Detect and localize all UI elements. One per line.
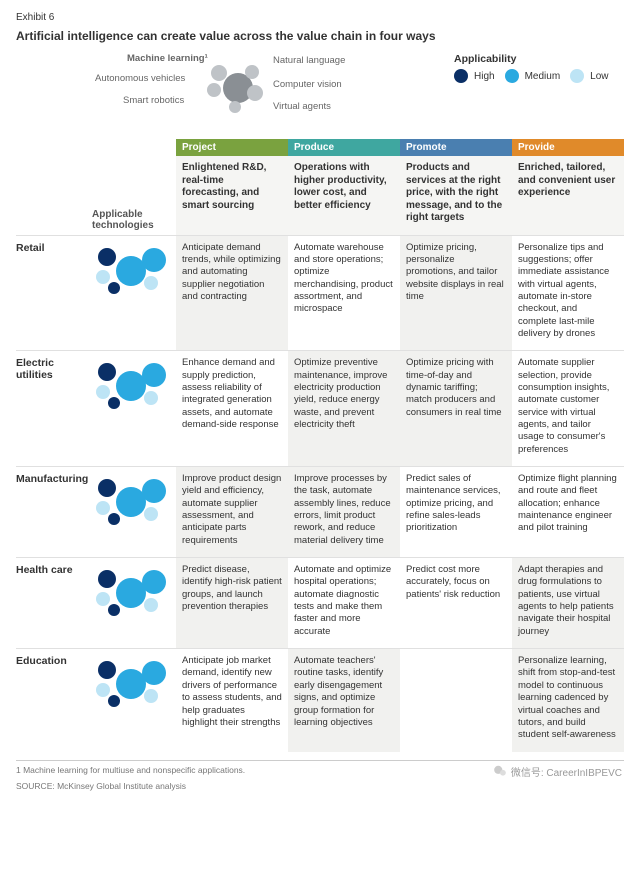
cell-provide: Optimize flight planning and route and f… [512,467,624,558]
applicability-legend: Applicability High Medium Low [454,53,624,83]
tech-av: Autonomous vehicles [95,73,185,84]
tech-cell [92,467,176,558]
cell-provide: Automate supplier selection, provide con… [512,351,624,467]
cell-produce: Improve processes by the task, automate … [288,467,400,558]
tech-cluster-icon [94,357,168,415]
tab-produce: Produce [288,139,400,156]
tech-sr: Smart robotics [123,95,184,106]
tech-cell [92,235,176,351]
tab-project: Project [176,139,288,156]
tech-cv: Computer vision [273,79,342,90]
cell-project: Predict disease, identify high-risk pati… [176,558,288,649]
tech-legend: Machine learning¹ Natural language Auton… [16,53,454,131]
sub-produce: Operations with higher productivity, low… [288,156,400,235]
cell-provide: Personalize learning, shift from stop-an… [512,649,624,752]
tech-cell [92,351,176,467]
ml-label: Machine learning¹ [127,53,208,64]
cell-promote: Optimize pricing, personalize promotions… [400,235,512,351]
applic-med: Medium [505,69,561,83]
legend-row: Machine learning¹ Natural language Auton… [16,53,624,131]
row-label: Retail [16,235,92,351]
cell-produce: Automate teachers' routine tasks, identi… [288,649,400,752]
cell-produce: Automate warehouse and store operations;… [288,235,400,351]
tech-va: Virtual agents [273,101,331,112]
dot-high-icon [454,69,468,83]
page-title: Artificial intelligence can create value… [16,29,624,43]
table-row: Electric utilities Enhance demand and su… [16,351,624,467]
tech-cell [92,558,176,649]
cell-promote: Predict cost more accurately, focus on p… [400,558,512,649]
tech-cell [92,649,176,752]
cell-produce: Optimize preventive maintenance, improve… [288,351,400,467]
cell-project: Anticipate job market demand, identify n… [176,649,288,752]
tech-cluster-icon [94,655,168,713]
row-label: Education [16,649,92,752]
row-label: Manufacturing [16,467,92,558]
applic-low: Low [570,69,608,83]
table-row: Retail Anticipate demand trends, while o… [16,235,624,351]
table-row: Education Anticipate job market demand, … [16,649,624,752]
cell-project: Anticipate demand trends, while optimizi… [176,235,288,351]
applic-high: High [454,69,495,83]
dot-low-icon [570,69,584,83]
watermark: 微信号: CareerInIBPEVC [493,764,622,779]
tab-provide: Provide [512,139,624,156]
cell-produce: Automate and optimize hospital operation… [288,558,400,649]
cell-provide: Personalize tips and suggestions; offer … [512,235,624,351]
table-row: Health care Predict disease, identify hi… [16,558,624,649]
applicability-heading: Applicability [454,53,624,65]
app-tech-label: Applicable technologies [92,156,176,235]
cell-promote: Predict sales of maintenance services, o… [400,467,512,558]
tech-cluster-icon [94,564,168,622]
tech-cluster-icon [94,242,168,300]
cell-promote [400,649,512,752]
sub-promote: Products and services at the right price… [400,156,512,235]
cell-project: Improve product design yield and efficie… [176,467,288,558]
sub-project: Enlightened R&D, real-time forecasting, … [176,156,288,235]
sub-provide: Enriched, tailored, and convenient user … [512,156,624,235]
row-label: Electric utilities [16,351,92,467]
tech-nl: Natural language [273,55,345,66]
tech-cluster-icon [205,61,265,111]
table-row: Manufacturing Improve product design yie… [16,467,624,558]
dot-med-icon [505,69,519,83]
source-line: SOURCE: McKinsey Global Institute analys… [16,781,624,791]
cell-project: Enhance demand and supply prediction, as… [176,351,288,467]
tech-cluster-icon [94,473,168,531]
cell-promote: Optimize pricing with time-of-day and dy… [400,351,512,467]
row-label: Health care [16,558,92,649]
wechat-icon [493,764,507,778]
tab-promote: Promote [400,139,512,156]
exhibit-label: Exhibit 6 [16,12,624,23]
cell-provide: Adapt therapies and drug formulations to… [512,558,624,649]
value-chain-table: Project Produce Promote Provide Applicab… [16,139,624,752]
